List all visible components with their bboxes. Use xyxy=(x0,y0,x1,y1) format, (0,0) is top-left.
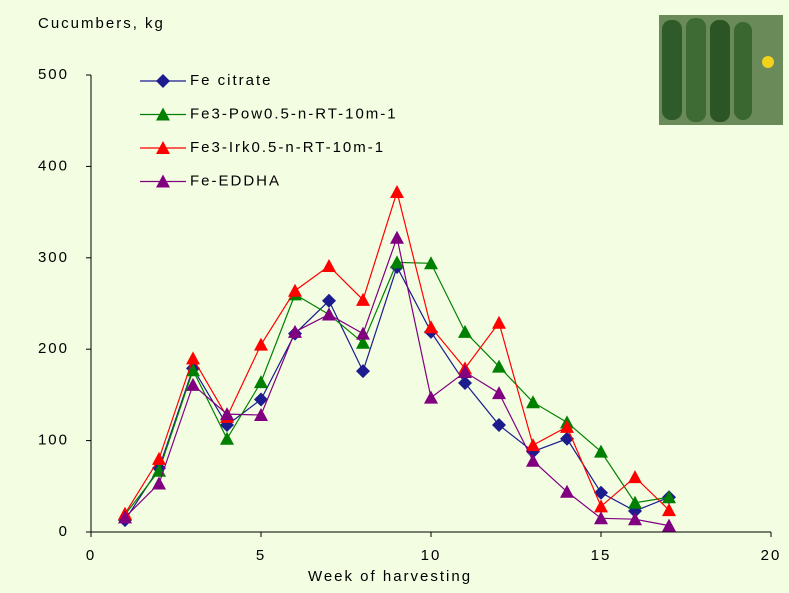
x-tick-label: 15 xyxy=(591,547,612,564)
marker xyxy=(220,432,234,445)
marker xyxy=(594,499,608,512)
marker xyxy=(356,327,370,340)
marker xyxy=(594,486,608,500)
legend-label: Fe-EDDHA xyxy=(190,172,281,189)
y-tick-label: 400 xyxy=(38,157,69,174)
y-tick-label: 300 xyxy=(38,249,69,266)
series-line xyxy=(125,262,669,514)
marker xyxy=(322,307,336,320)
y-tick-label: 100 xyxy=(38,432,69,449)
marker xyxy=(526,438,540,451)
marker xyxy=(424,391,438,404)
y-tick-label: 500 xyxy=(38,66,69,83)
marker xyxy=(322,259,336,272)
marker xyxy=(356,364,370,378)
x-tick-label: 10 xyxy=(421,547,442,564)
marker xyxy=(526,454,540,467)
marker xyxy=(594,445,608,458)
marker xyxy=(458,325,472,338)
marker xyxy=(390,185,404,198)
marker xyxy=(492,316,506,329)
marker xyxy=(458,376,472,390)
y-tick-label: 200 xyxy=(38,340,69,357)
y-tick-label: 0 xyxy=(59,523,69,540)
x-tick-label: 0 xyxy=(86,547,96,564)
legend-label: Fe citrate xyxy=(190,72,273,89)
marker xyxy=(492,418,506,432)
marker xyxy=(254,338,268,351)
x-tick-label: 5 xyxy=(256,547,266,564)
marker xyxy=(628,470,642,483)
marker xyxy=(390,231,404,244)
x-axis-title: Week of harvesting xyxy=(308,568,472,585)
series-line xyxy=(125,267,669,520)
cucumber-photo xyxy=(659,15,783,125)
chart: Cucumbers, kg Week of harvesting 0100200… xyxy=(0,0,789,593)
legend-label: Fe3-Pow0.5-n-RT-10m-1 xyxy=(190,105,398,122)
marker xyxy=(288,284,302,297)
marker xyxy=(152,477,166,490)
marker xyxy=(492,386,506,399)
marker xyxy=(594,511,608,524)
marker xyxy=(186,351,200,364)
marker xyxy=(254,375,268,388)
legend-label: Fe3-Irk0.5-n-RT-10m-1 xyxy=(190,139,385,156)
legend-marker xyxy=(156,74,170,88)
x-tick-label: 20 xyxy=(761,547,782,564)
marker xyxy=(288,325,302,338)
y-axis-title: Cucumbers, kg xyxy=(38,15,165,32)
